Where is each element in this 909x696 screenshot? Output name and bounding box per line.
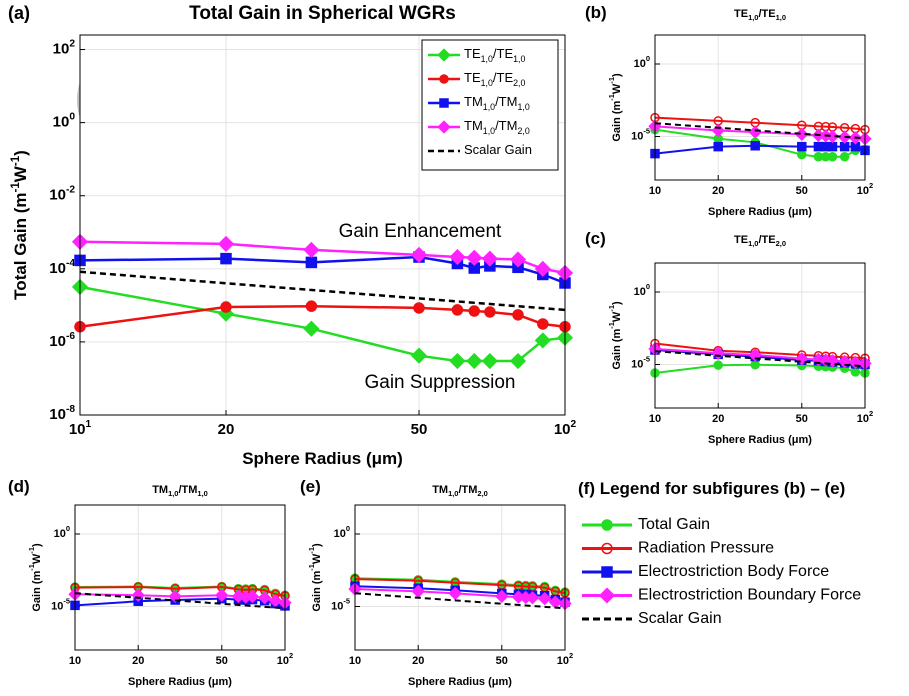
y-axis-label: Gain (m^-1W^-1) xyxy=(607,301,622,370)
plot-area xyxy=(355,505,565,650)
x-tick-label: 50 xyxy=(216,655,228,667)
figure: (f) Legend for subfigures (b) – (e) 10^1… xyxy=(0,0,909,696)
y-axis-label: Gain (m^-1W^-1) xyxy=(307,543,322,612)
marker xyxy=(841,143,849,151)
chart-title: TE_1,0/TE_1,0 xyxy=(734,8,786,23)
panel: 10 20 50 10^2 10^-5 10^0 (e) TM_1,0/TM_2,0 Spher… xyxy=(300,477,573,687)
marker xyxy=(841,153,849,161)
panel-label: (c) xyxy=(585,229,606,248)
x-tick-label: 10^2 xyxy=(857,181,873,196)
x-tick-label: 10 xyxy=(349,655,361,667)
y-axis-label: Gain (m^-1W^-1) xyxy=(607,73,622,142)
marker xyxy=(414,303,424,313)
y-axis-label: Total Gain (m^-1W^-1) xyxy=(10,150,30,300)
chart-title: TM_1,0/TM_2,0 xyxy=(432,484,488,499)
x-axis-label: Sphere Radius (μm) xyxy=(408,676,512,688)
marker xyxy=(751,142,759,150)
plot-area xyxy=(655,263,865,408)
x-tick-label: 20 xyxy=(712,185,724,197)
y-tick-label: 10^0 xyxy=(634,54,650,69)
legend-marker xyxy=(440,75,448,83)
x-tick-label: 50 xyxy=(411,421,428,438)
panel: 10 20 50 10^2 10^-5 10^0 (b) TE_1,0/TE_1,0 Spher… xyxy=(585,3,873,217)
legend-marker xyxy=(602,567,612,577)
legend-label: Electrostriction Body Force xyxy=(638,563,829,580)
marker xyxy=(851,368,859,376)
marker xyxy=(828,153,836,161)
y-tick-label: 10^2 xyxy=(53,39,76,58)
legend-label: Electrostriction Boundary Force xyxy=(638,587,861,604)
marker xyxy=(538,319,548,329)
marker xyxy=(798,143,806,151)
legend-label: Total Gain xyxy=(638,516,710,533)
panel-label: (a) xyxy=(8,3,30,23)
y-tick-label: 10^-5 xyxy=(631,355,650,370)
marker xyxy=(828,143,836,151)
x-axis-label: Sphere Radius (μm) xyxy=(128,676,232,688)
x-tick-label: 50 xyxy=(796,413,808,425)
x-tick-label: 20 xyxy=(218,421,235,438)
x-tick-label: 10^2 xyxy=(857,409,873,424)
marker xyxy=(221,302,231,312)
marker xyxy=(221,254,231,264)
legend-label: Radiation Pressure xyxy=(638,540,774,557)
panel-label: (d) xyxy=(8,477,30,496)
x-tick-label: 10^2 xyxy=(557,651,573,666)
marker xyxy=(714,143,722,151)
y-tick-label: 10^-2 xyxy=(49,185,75,204)
x-tick-label: 20 xyxy=(712,413,724,425)
x-tick-label: 20 xyxy=(412,655,424,667)
y-tick-label: 10^-6 xyxy=(49,331,75,350)
plot-area xyxy=(75,505,285,650)
legend-label: Scalar Gain xyxy=(638,610,722,627)
x-tick-label: 20 xyxy=(132,655,144,667)
panel: 10 20 50 10^2 10^-5 10^0 (c) TE_1,0/TE_2,0 Spher… xyxy=(585,229,873,445)
marker xyxy=(751,361,759,369)
panel: 10 20 50 10^2 10^-5 10^0 (d) TM_1,0/TM_1,0 Spher… xyxy=(8,477,293,687)
x-axis-label: Sphere Radius (μm) xyxy=(242,449,403,468)
x-axis-label: Sphere Radius (μm) xyxy=(708,206,812,218)
marker xyxy=(714,361,722,369)
chart-title: TM_1,0/TM_1,0 xyxy=(152,484,208,499)
legend-label: Scalar Gain xyxy=(464,142,532,157)
x-tick-label: 10 xyxy=(649,185,661,197)
y-tick-label: 10^-5 xyxy=(331,597,350,612)
x-tick-label: 10^2 xyxy=(277,651,293,666)
y-tick-label: 10^0 xyxy=(334,524,350,539)
y-tick-label: 10^-5 xyxy=(51,597,70,612)
x-tick-label: 10^1 xyxy=(69,419,92,438)
annotation: Gain Suppression xyxy=(364,372,515,393)
marker xyxy=(306,257,316,267)
y-tick-label: 10^-5 xyxy=(631,127,650,142)
x-tick-label: 50 xyxy=(496,655,508,667)
marker xyxy=(306,301,316,311)
chart-title: Total Gain in Spherical WGRs xyxy=(189,3,456,24)
x-axis-label: Sphere Radius (μm) xyxy=(708,434,812,446)
chart-title: TE_1,0/TE_2,0 xyxy=(734,234,786,249)
marker xyxy=(513,310,523,320)
y-axis-label: Gain (m^-1W^-1) xyxy=(27,543,42,612)
panel-label: (e) xyxy=(300,477,321,496)
marker xyxy=(469,306,479,316)
x-tick-label: 10 xyxy=(649,413,661,425)
legend-marker xyxy=(440,99,448,107)
marker xyxy=(798,151,806,159)
legend-title: (f) Legend for subfigures (b) – (e) xyxy=(578,479,845,498)
y-tick-label: 10^-4 xyxy=(49,258,75,277)
x-tick-label: 50 xyxy=(796,185,808,197)
y-tick-label: 10^0 xyxy=(53,112,76,131)
y-tick-label: 10^0 xyxy=(634,282,650,297)
x-tick-label: 10 xyxy=(69,655,81,667)
y-tick-label: 10^0 xyxy=(54,524,70,539)
panel-label: (b) xyxy=(585,3,607,22)
legend-marker xyxy=(602,520,612,530)
marker xyxy=(452,305,462,315)
marker xyxy=(485,307,495,317)
x-tick-label: 10^2 xyxy=(554,419,577,438)
annotation: Gain Enhancement xyxy=(339,221,502,242)
panel: 10^1205010^210^-810^-610^-410^-210^010^2… xyxy=(8,3,577,469)
legend-marker xyxy=(600,589,614,603)
